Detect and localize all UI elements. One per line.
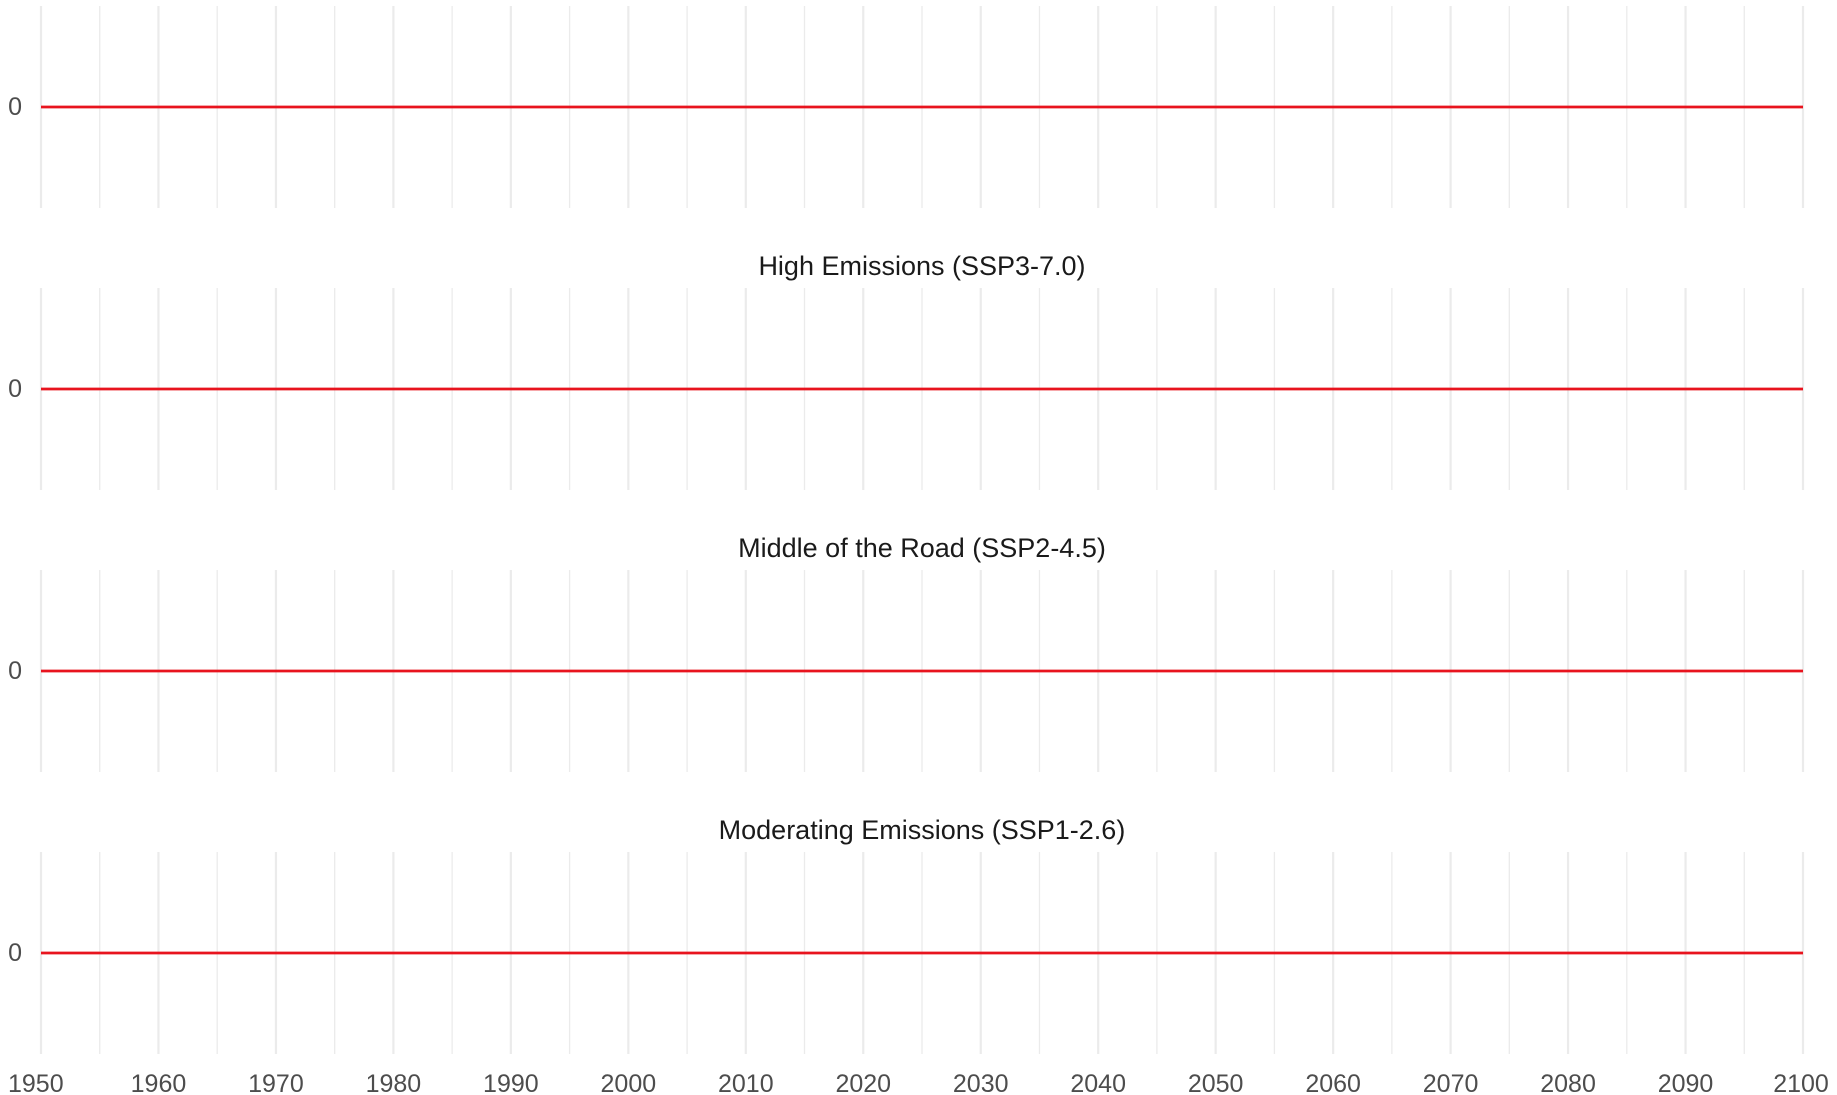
x-tick-label: 2070 [1423,1070,1479,1095]
x-tick-label: 1960 [131,1070,187,1095]
x-tick-label: 2030 [953,1070,1009,1095]
x-tick-label: 2010 [718,1070,774,1095]
panel-title: Moderating Emissions (SSP1-2.6) [719,815,1126,845]
x-tick-label: 1990 [483,1070,539,1095]
x-tick-label: 2060 [1305,1070,1361,1095]
x-tick-label: 1980 [366,1070,422,1095]
y-tick-label: 0 [8,375,22,403]
y-tick-label: 0 [8,93,22,121]
y-tick-label: 0 [8,657,22,685]
x-tick-label: 2050 [1188,1070,1244,1095]
x-tick-label: 1970 [248,1070,304,1095]
panel-title: High Emissions (SSP3-7.0) [758,251,1085,281]
x-tick-label: 2080 [1540,1070,1596,1095]
y-tick-label: 0 [8,939,22,967]
panel-title: Middle of the Road (SSP2-4.5) [738,533,1106,563]
x-tick-label: 2000 [601,1070,657,1095]
x-tick-label: 2090 [1658,1070,1714,1095]
x-tick-label: 2020 [835,1070,891,1095]
x-tick-label: 2100 [1773,1070,1829,1095]
x-tick-label: 1950 [8,1070,64,1095]
x-tick-label: 2040 [1070,1070,1126,1095]
